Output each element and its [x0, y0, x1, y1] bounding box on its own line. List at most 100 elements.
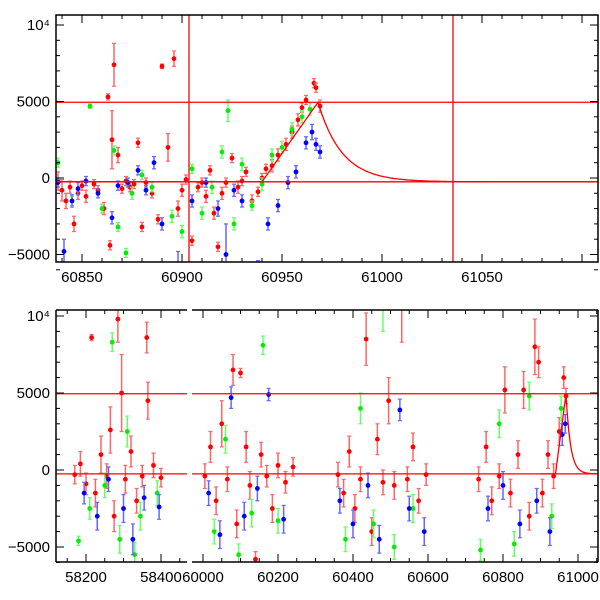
- x-tick-label: 60850: [61, 269, 103, 286]
- data-point-red: [561, 375, 567, 380]
- data-point-red: [386, 398, 392, 404]
- data-point-blue: [81, 490, 87, 496]
- data-point-green: [169, 213, 175, 219]
- data-point-green: [299, 114, 305, 120]
- data-point-red: [230, 367, 236, 373]
- data-point-red: [234, 521, 240, 527]
- data-point-green: [225, 108, 231, 114]
- data-point-red: [223, 180, 229, 185]
- data-point-red: [115, 316, 121, 322]
- data-point-green: [223, 436, 228, 442]
- model-curve: [540, 393, 598, 475]
- data-point-blue: [203, 180, 209, 185]
- data-point-red: [508, 490, 513, 496]
- y-tick-label: 5000: [17, 94, 50, 111]
- y-tick-label: 10⁴: [27, 308, 50, 325]
- data-point-red: [269, 506, 275, 511]
- data-point-red: [219, 190, 225, 196]
- data-point-red: [139, 473, 145, 479]
- data-point-red: [107, 242, 113, 248]
- data-point-blue: [303, 140, 309, 146]
- data-point-green: [102, 483, 108, 488]
- data-point-red: [247, 483, 253, 488]
- data-point-red: [243, 169, 249, 175]
- data-point-blue: [206, 490, 212, 496]
- data-point-red: [159, 63, 165, 69]
- data-point-blue: [115, 183, 121, 189]
- data-point-red: [131, 181, 137, 187]
- data-point-red: [67, 184, 73, 190]
- data-point-green: [275, 518, 281, 524]
- data-point-green: [115, 224, 121, 230]
- data-point-blue: [215, 206, 221, 212]
- data-point-red: [346, 449, 352, 454]
- data-point-red: [410, 444, 416, 450]
- x-tick-label: 60600: [407, 569, 449, 586]
- data-point-red: [416, 498, 422, 504]
- data-point-blue: [562, 421, 568, 427]
- data-point-blue: [75, 186, 81, 192]
- data-point-red: [521, 387, 527, 393]
- data-point-red: [238, 370, 243, 376]
- data-point-red: [202, 473, 208, 479]
- data-point-red: [489, 498, 495, 504]
- data-point-red: [179, 187, 185, 193]
- data-point-red: [109, 137, 115, 143]
- data-point-red: [224, 476, 230, 482]
- data-point-red: [335, 472, 341, 478]
- data-point-green: [371, 521, 377, 527]
- data-point-red: [264, 473, 270, 479]
- top-plot-frame: [55, 14, 599, 263]
- data-point-red: [341, 490, 347, 496]
- data-point-blue: [376, 536, 382, 542]
- data-point-red: [203, 193, 209, 199]
- data-point-green: [99, 206, 105, 212]
- data-point-blue: [517, 521, 523, 527]
- data-point-green: [87, 506, 93, 511]
- data-point-red: [155, 216, 161, 222]
- data-point-red: [63, 198, 69, 204]
- data-point-red: [135, 140, 141, 146]
- data-point-red: [77, 461, 83, 467]
- data-point-green: [391, 544, 397, 550]
- data-point-green: [87, 103, 93, 109]
- data-point-red: [532, 344, 538, 350]
- data-point-blue: [500, 483, 506, 488]
- data-point-blue: [151, 160, 157, 166]
- data-point-blue: [159, 221, 165, 227]
- data-point-blue: [275, 203, 281, 208]
- data-point-red: [143, 180, 149, 185]
- data-point-blue: [143, 187, 149, 193]
- data-point-red: [283, 479, 288, 485]
- data-point-blue: [156, 504, 162, 510]
- data-point-green: [249, 203, 255, 208]
- data-point-red: [92, 490, 98, 496]
- data-point-red: [151, 462, 156, 468]
- data-point-red: [483, 444, 489, 450]
- data-point-green: [249, 510, 255, 516]
- data-point-green: [358, 406, 363, 411]
- data-point-blue: [313, 141, 319, 147]
- data-point-blue: [421, 529, 427, 534]
- data-point-green: [289, 126, 295, 132]
- data-point-blue: [534, 498, 540, 504]
- data-point-blue: [239, 198, 245, 204]
- data-point-red: [211, 210, 217, 216]
- data-point-green: [111, 148, 117, 153]
- data-point-red: [145, 398, 151, 404]
- data-point-blue: [337, 498, 343, 504]
- data-point-red: [243, 444, 249, 450]
- data-point-green: [117, 536, 123, 542]
- data-point-blue: [95, 190, 101, 196]
- data-point-red: [496, 473, 502, 479]
- data-point-green: [526, 393, 532, 399]
- data-point-blue: [106, 476, 111, 482]
- top-panel: 60850 60900 60950 61000 61050 −5000 0 5000 10⁴: [8, 14, 599, 286]
- x-tick-label: 60950: [261, 269, 303, 286]
- data-point-red: [476, 476, 482, 482]
- data-point-red: [255, 189, 261, 195]
- data-point-green: [124, 429, 130, 434]
- data-point-blue: [135, 167, 141, 173]
- y-tick-label: −5000: [8, 247, 50, 264]
- x-tick-label: 61000: [557, 569, 599, 586]
